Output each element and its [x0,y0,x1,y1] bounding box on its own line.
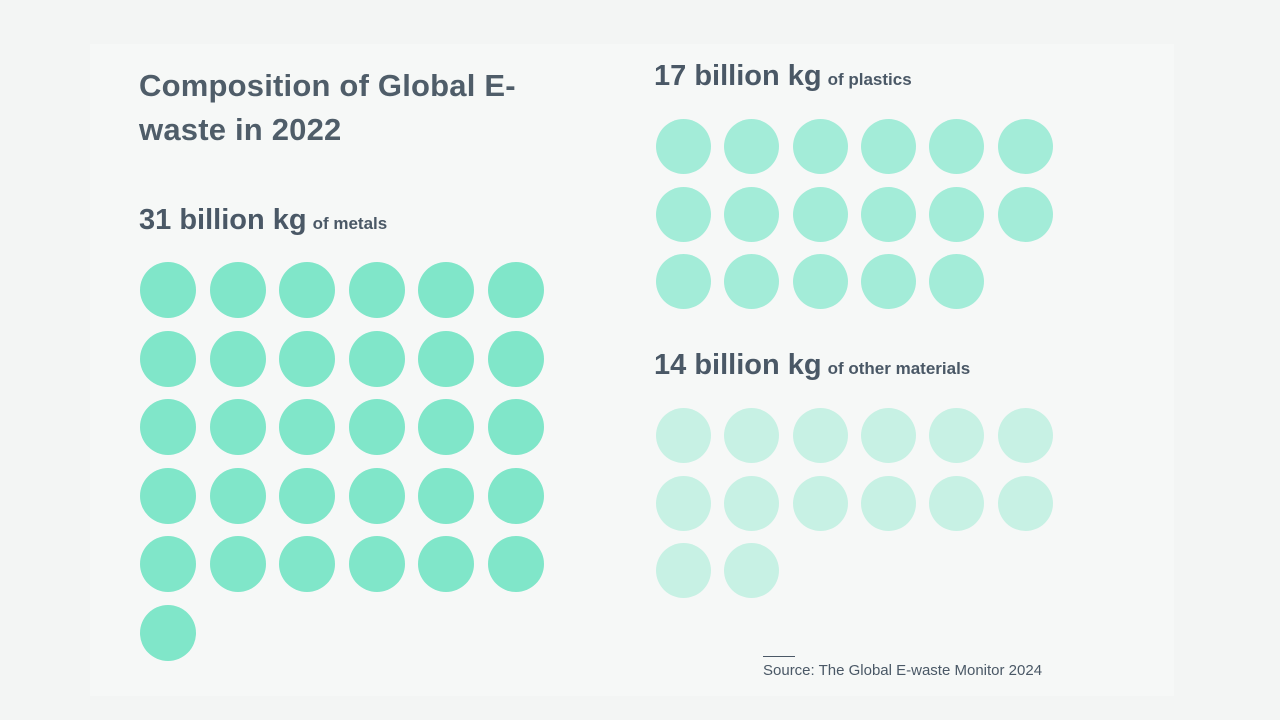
plastics-dot-1 [656,119,711,174]
metals-dot-6 [487,262,544,318]
metals-dot-7 [140,330,196,387]
metals-dot-28 [348,536,405,592]
metals-dot-18 [487,399,544,455]
other-materials-label: 14 billion kg of other materials [654,349,970,382]
plastics-dot-17 [929,254,985,309]
plastics-dot-3 [792,119,848,174]
plastics-amount: 17 billion kg [654,60,822,92]
plastics-dot-9 [792,186,848,242]
metals-dot-15 [279,399,335,455]
other-materials-dot-11 [929,475,985,531]
metals-dot-1 [140,262,196,318]
plastics-dot-5 [929,119,985,174]
chart-title: Composition of Global E-waste in 2022 [139,68,516,147]
metals-dot-21 [279,467,335,524]
metals-dot-2 [209,262,266,318]
metals-dot-5 [418,262,474,318]
metals-category: of metals [312,214,388,233]
metals-dot-25 [140,536,196,592]
chart-panel [90,44,1174,696]
other-materials-dot-10 [860,475,916,531]
metals-amount: 31 billion kg [139,204,307,236]
plastics-dot-7 [656,186,711,242]
metals-dot-9 [279,330,335,387]
metals-dot-27 [279,536,335,592]
other-materials-dot-7 [656,475,711,531]
metals-dot-16 [348,399,405,455]
other-materials-amount: 14 billion kg [654,349,822,381]
plastics-dot-6 [997,119,1053,174]
metals-dot-19 [140,467,196,524]
metals-dot-10 [348,330,405,387]
other-materials-dot-1 [656,408,711,463]
metals-dot-12 [487,330,544,387]
metals-dot-4 [348,262,405,318]
metals-dot-26 [209,536,266,592]
metals-dot-24 [487,467,544,524]
other-materials-dot-9 [792,475,848,531]
other-materials-dot-8 [724,475,780,531]
metals-dot-29 [418,536,474,592]
plastics-dot-10 [860,186,916,242]
source-note: Source: The Global E-waste Monitor 2024 [763,662,1043,679]
other-materials-dot-13 [656,543,711,598]
plastics-dot-13 [656,254,711,309]
other-materials-dot-5 [929,408,985,463]
metals-dot-22 [348,467,405,524]
other-materials-dot-3 [792,408,848,463]
metals-label: 31 billion kg of metals [139,204,387,237]
plastics-category: of plastics [827,70,912,89]
metals-dot-30 [487,536,544,592]
metals-dot-3 [279,262,335,318]
other-materials-dot-2 [724,408,780,463]
other-materials-category: of other materials [827,359,971,378]
other-materials-dot-6 [997,408,1053,463]
metals-dot-11 [418,330,474,387]
plastics-dot-8 [724,186,780,242]
other-materials-dot-14 [724,543,780,598]
metals-dot-23 [418,467,474,524]
plastics-dot-14 [724,254,780,309]
plastics-dot-15 [792,254,848,309]
plastics-dot-16 [860,254,916,309]
plastics-dot-4 [860,119,916,174]
metals-dot-31 [140,604,196,661]
plastics-dot-2 [724,119,780,174]
other-materials-dot-4 [860,408,916,463]
plastics-dot-12 [997,186,1053,242]
metals-dot-20 [209,467,266,524]
metals-dot-13 [140,399,196,455]
metals-dot-8 [209,330,266,387]
metals-dot-17 [418,399,474,455]
source-divider [763,656,795,657]
other-materials-dot-12 [997,475,1053,531]
plastics-label: 17 billion kg of plastics [654,60,912,93]
plastics-dot-11 [929,186,985,242]
metals-dot-14 [209,399,266,455]
